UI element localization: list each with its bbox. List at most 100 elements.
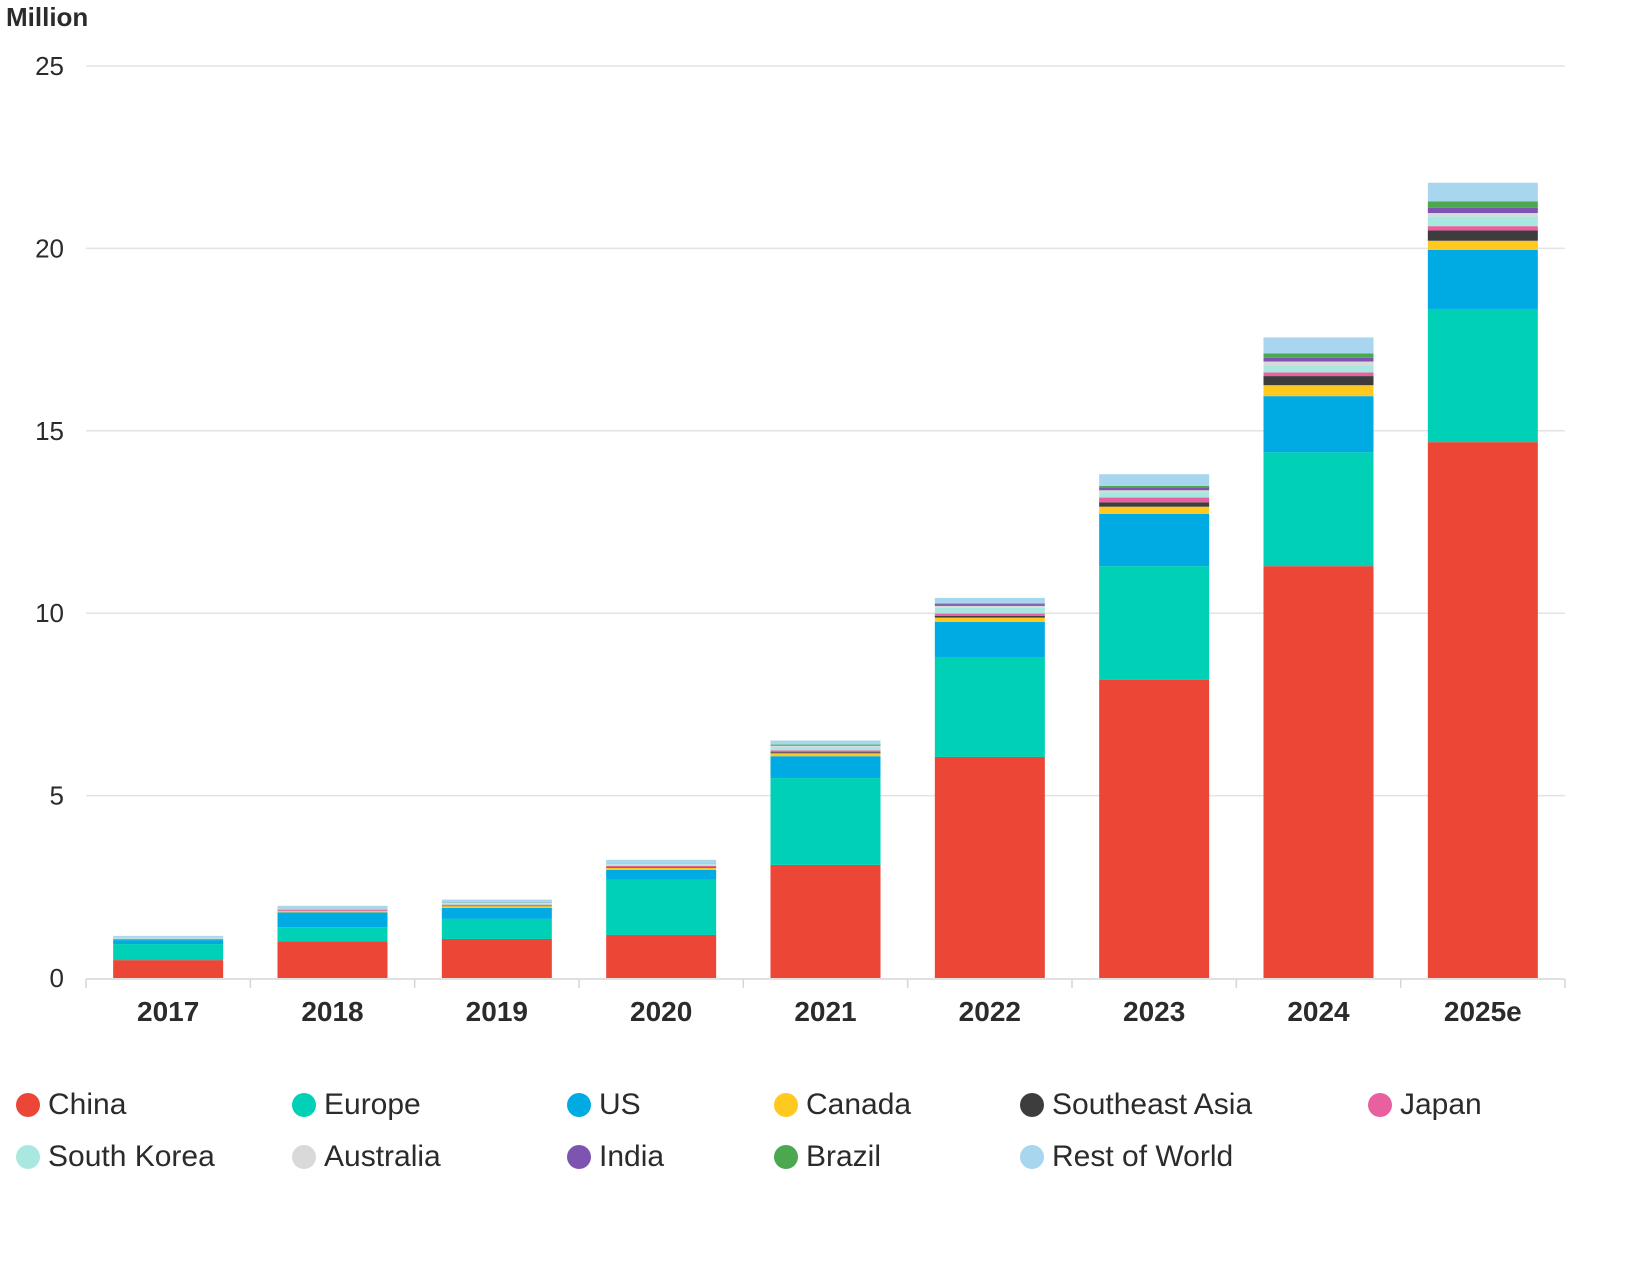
legend-label: Brazil [806,1140,882,1173]
bar-segment-canada [1427,240,1538,250]
legend-label: South Korea [48,1140,215,1173]
bar-segment-europe [113,944,224,961]
bar-segment-canada [1099,506,1210,514]
bar-segment-japan [1427,226,1538,231]
y-tick-label: 15 [35,416,64,446]
x-tick-label: 2025e [1444,996,1522,1027]
legend-item-china: China [16,1088,126,1122]
bar-segment-rest-of-world [1427,182,1538,202]
y-axis-unit-label: Million [6,2,89,32]
bar-segment-australia [606,863,717,865]
bar-segment-us [770,756,881,779]
y-axis-ticks: 0 5 10 15 20 25 [35,51,64,993]
bar-segment-canada [1263,385,1374,397]
bar-segment-us [1427,249,1538,309]
bar-segment-japan [1099,497,1210,503]
bar-segment-china [1427,442,1538,979]
y-tick-label: 20 [35,233,64,263]
bar-segment-brazil [1099,485,1210,488]
bar-segment-china [1099,679,1210,978]
bar-segment-japan [606,866,717,868]
bar-segment-us [1099,513,1210,567]
bar-segment-southeast-asia [770,752,881,754]
bar-segment-canada [277,910,388,913]
bar-segment-china [113,960,224,978]
bar-segment-china [934,756,1045,978]
bar-segment-us [606,870,717,880]
legend-item-us: US [567,1088,641,1122]
legend-label: India [599,1140,665,1173]
bar-segment-southeast-asia [934,615,1045,618]
legend-swatch-icon [292,1145,316,1169]
bar-segment-europe [277,927,388,942]
bar-segment-canada [770,753,881,757]
bar-segment-us [113,940,224,945]
bar-segment-rest-of-world [770,740,881,745]
bar-segment-south-korea [770,746,881,751]
legend-swatch-icon [292,1093,316,1117]
bars [113,182,1538,979]
y-tick-label: 10 [35,598,64,628]
bar-segment-india [934,604,1045,606]
bar-segment-japan [1263,372,1374,377]
legend-swatch-icon [1368,1093,1392,1117]
bar-stack-2022 [934,597,1045,978]
bar-segment-southeast-asia [1263,376,1374,386]
legend-item-rest-of-world: Rest of World [1020,1140,1233,1174]
bar-segment-south-korea [1099,492,1210,498]
x-tick-label: 2024 [1287,996,1350,1027]
legend-label: Europe [324,1088,421,1121]
bar-segment-india [1427,207,1538,214]
legend-item-south-korea: South Korea [16,1140,215,1174]
bar-segment-south-korea [1263,365,1374,373]
bar-segment-rest-of-world [1263,337,1374,354]
legend-swatch-icon [567,1093,591,1117]
bar-segment-china [277,941,388,978]
bar-segment-south-korea [113,937,224,939]
bar-segment-europe [441,918,552,939]
legend-item-brazil: Brazil [774,1140,881,1174]
legend-swatch-icon [1020,1093,1044,1117]
bar-segment-australia [1263,361,1374,366]
legend-item-japan: Japan [1368,1088,1482,1122]
x-tick-label: 2019 [466,996,528,1027]
x-axis: 2017 2018 2019 2020 2021 2022 2023 2024 2025e [85,978,1566,1027]
bar-segment-australia [770,745,881,747]
bar-segment-china [606,934,717,978]
bar-segment-brazil [934,603,1045,605]
legend-item-india: India [567,1140,664,1174]
bar-stack-2025e [1427,182,1538,979]
bar-stack-2021 [770,740,881,978]
legend-swatch-icon [774,1145,798,1169]
bar-segment-us [277,912,388,928]
bar-segment-canada [441,906,552,908]
bar-segment-us [934,621,1045,657]
legend-label: Japan [1400,1088,1482,1121]
bar-segment-south-korea [441,903,552,905]
bar-stack-2023 [1099,474,1210,978]
bar-segment-canada [606,867,717,871]
bar-segment-australia [1427,213,1538,217]
x-tick-label: 2023 [1123,996,1185,1027]
legend-swatch-icon [1020,1145,1044,1169]
bar-segment-brazil [1427,201,1538,208]
bar-segment-europe [1263,452,1374,567]
legend-swatch-icon [567,1145,591,1169]
bar-segment-rest-of-world [277,905,388,908]
bar-segment-australia [1099,490,1210,493]
bar-segment-europe [934,656,1045,757]
legend-label: China [48,1088,127,1121]
bar-segment-india [1263,357,1374,362]
legend-label: Southeast Asia [1052,1088,1253,1121]
bar-segment-rest-of-world [606,859,717,864]
x-tick-label: 2020 [630,996,692,1027]
legend-item-europe: Europe [292,1088,421,1122]
bar-segment-china [1263,566,1374,978]
bar-segment-japan [770,750,881,753]
bar-segment-china [441,938,552,978]
legend-swatch-icon [16,1093,40,1117]
bar-stack-2024 [1263,337,1374,978]
bar-segment-southeast-asia [1427,230,1538,241]
legend-item-australia: Australia [292,1140,441,1174]
